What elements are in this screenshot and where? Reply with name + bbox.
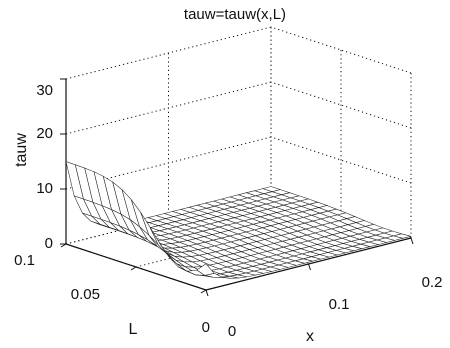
x-tick-mark-1 bbox=[308, 263, 311, 271]
y-tick-0.1: 0.1 bbox=[14, 252, 35, 269]
grid-back-z-1 bbox=[65, 136, 272, 190]
y-axis-label: L bbox=[129, 321, 138, 338]
z-axis-label: tauw bbox=[13, 133, 30, 167]
z-tick-0: 0 bbox=[45, 235, 53, 252]
x-tick-mark-0 bbox=[205, 289, 209, 297]
z-tick-20: 20 bbox=[36, 125, 53, 142]
y-tick-mark-0 bbox=[200, 289, 207, 294]
x-tick-mark-2 bbox=[410, 237, 414, 245]
x-tick-0: 0 bbox=[228, 323, 236, 340]
grid-right-z-3 bbox=[270, 26, 412, 74]
grid-back-z-3 bbox=[65, 26, 272, 80]
x-axis-label: x bbox=[306, 328, 314, 345]
x-tick-0.1: 0.1 bbox=[329, 296, 350, 313]
y-tick-0: 0 bbox=[202, 319, 210, 336]
surface-mesh bbox=[65, 161, 412, 279]
chart-title: tauw=tauw(x,L) bbox=[184, 6, 286, 23]
z-tick-30: 30 bbox=[36, 82, 53, 99]
grid-right-z-1 bbox=[270, 136, 412, 184]
y-tick-mark-2 bbox=[60, 243, 67, 248]
x-tick-0.2: 0.2 bbox=[422, 274, 443, 291]
grid-right-z-2 bbox=[270, 81, 412, 129]
grid-back-z-2 bbox=[65, 81, 272, 135]
y-tick-0.05: 0.05 bbox=[71, 286, 100, 303]
z-tick-10: 10 bbox=[36, 180, 53, 197]
y-tick-mark-1 bbox=[130, 266, 137, 271]
surface-cell-374 bbox=[196, 263, 215, 276]
